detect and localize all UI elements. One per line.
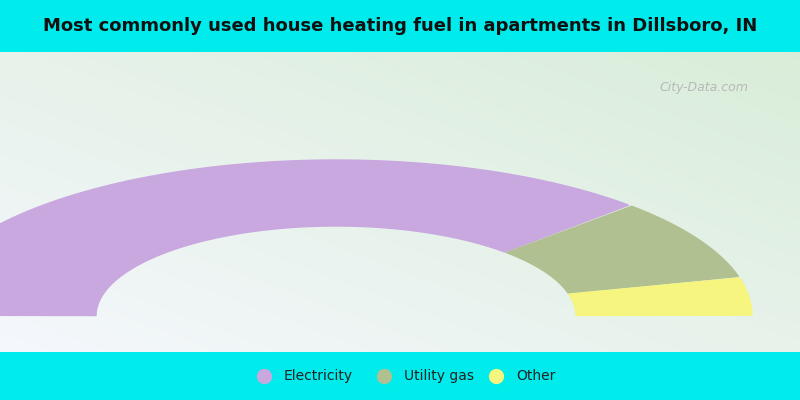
Text: Other: Other <box>516 369 555 383</box>
Text: Electricity: Electricity <box>284 369 353 383</box>
Text: Most commonly used house heating fuel in apartments in Dillsboro, IN: Most commonly used house heating fuel in… <box>43 17 757 35</box>
Polygon shape <box>569 278 752 316</box>
Polygon shape <box>506 206 738 293</box>
Text: Utility gas: Utility gas <box>404 369 474 383</box>
Text: City-Data.com: City-Data.com <box>659 82 749 94</box>
Polygon shape <box>0 160 629 316</box>
